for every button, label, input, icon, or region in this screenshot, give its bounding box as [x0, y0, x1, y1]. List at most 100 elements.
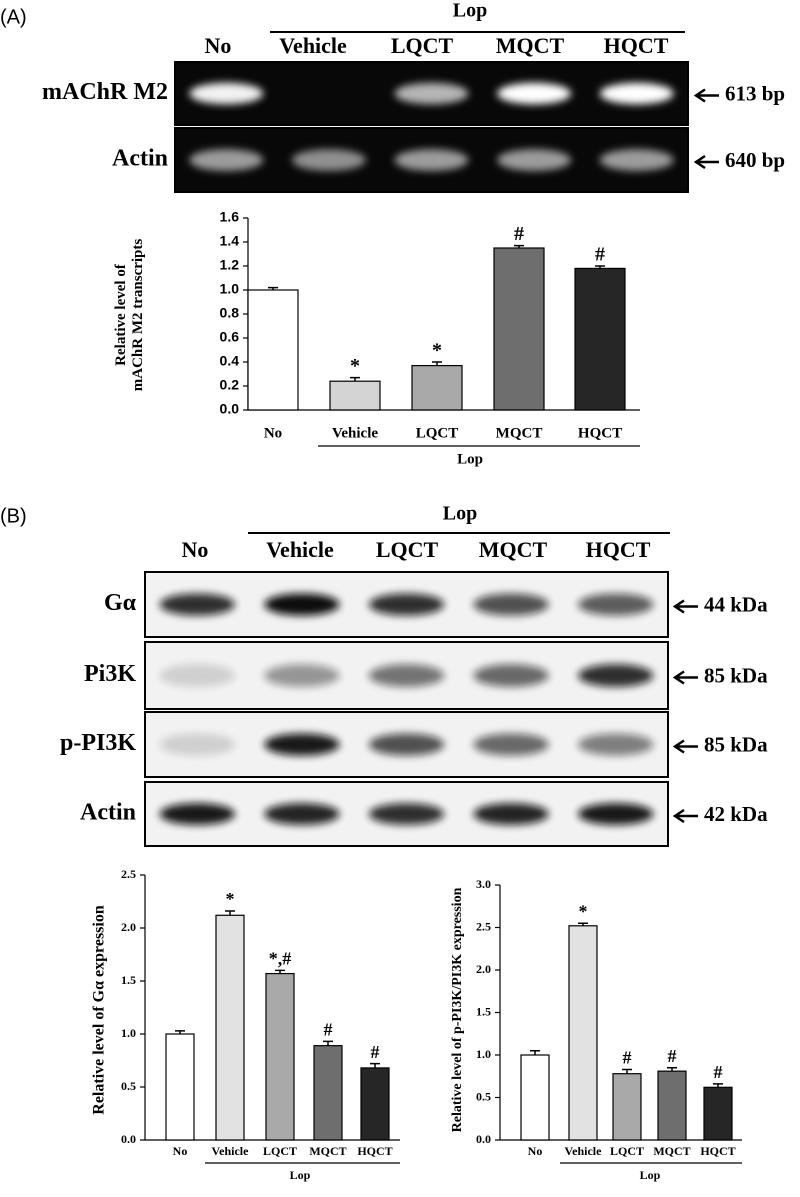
gel-band: [578, 593, 654, 616]
size-arrow: [672, 739, 698, 754]
significance-mark: *: [226, 889, 235, 909]
y-tick-label: 2.0: [476, 962, 491, 976]
size-arrow: [693, 88, 719, 103]
y-tick-label: 0.2: [220, 377, 240, 393]
y-tick-label: 1.2: [220, 257, 240, 273]
lane-label: MQCT: [496, 33, 565, 58]
x-tick-label: MQCT: [496, 425, 543, 441]
significance-mark: #: [324, 1020, 333, 1040]
y-axis-label: Relative level of Gα expression: [91, 905, 108, 1115]
size-arrow: [672, 808, 698, 824]
x-tick-label: Vehicle: [212, 1144, 250, 1158]
error-bar: [370, 1062, 380, 1068]
size-label: 613 bp: [725, 81, 785, 105]
error-bar: [622, 1068, 632, 1074]
lane-label: HQCT: [586, 537, 651, 562]
size-arrow: [693, 154, 719, 170]
bar: [574, 267, 626, 411]
significance-mark: #: [714, 1062, 723, 1082]
y-tick-label: 1.4: [220, 233, 240, 249]
x-tick-label: No: [528, 1144, 543, 1158]
bar: [568, 925, 598, 1141]
bar: [657, 1070, 687, 1141]
x-tick-label: HQCT: [700, 1144, 735, 1158]
error-bar: [275, 969, 285, 974]
significance-mark: *: [579, 901, 588, 921]
bar: [313, 1045, 343, 1141]
lane-label: MQCT: [479, 537, 548, 562]
row-label: Actin: [112, 146, 168, 172]
gel-band: [368, 803, 445, 825]
gel-band: [189, 149, 264, 171]
bar: [215, 914, 245, 1141]
lane-label: Vehicle: [266, 537, 334, 562]
bar: [612, 1073, 642, 1141]
bar: [360, 1067, 390, 1141]
x-tick-label: Vehicle: [565, 1144, 603, 1158]
y-tick-label: 0.6: [220, 329, 240, 345]
gel-band: [264, 593, 340, 616]
size-label: 640 bp: [725, 148, 785, 172]
gel-band: [578, 733, 654, 756]
error-bar: [268, 286, 278, 290]
lane-label: No: [205, 33, 232, 58]
gel-band: [599, 149, 674, 171]
x-tick-label: No: [173, 1144, 188, 1158]
size-label: 85 kDa: [704, 732, 768, 756]
significance-mark: #: [623, 1048, 632, 1068]
error-bar: [514, 244, 524, 248]
significance-mark: *: [350, 355, 360, 377]
error-bar: [578, 922, 588, 926]
y-tick-label: 1.5: [121, 973, 136, 987]
bar: [165, 1033, 195, 1141]
row-label: mAChR M2: [42, 79, 168, 105]
error-bar: [323, 1040, 333, 1046]
significance-mark: *,#: [269, 949, 292, 969]
y-axis-label: Relative level of: [113, 263, 129, 366]
bar: [493, 247, 545, 411]
error-bar: [530, 1050, 540, 1055]
bar: [329, 380, 381, 411]
y-tick-label: 2.5: [476, 919, 491, 933]
gel-band: [394, 149, 469, 171]
lane-label: Vehicle: [279, 33, 347, 58]
error-bar: [350, 376, 360, 382]
bar: [703, 1086, 733, 1141]
panel-label: (B): [0, 505, 27, 527]
significance-mark: #: [668, 1046, 677, 1066]
error-bar: [432, 361, 442, 366]
x-tick-label: LQCT: [610, 1144, 644, 1158]
row-label: Pi3K: [84, 661, 136, 687]
y-axis-label: mAChR M2 transcripts: [130, 239, 146, 392]
size-label: 42 kDa: [704, 802, 768, 826]
y-tick-label: 1.0: [220, 281, 240, 297]
x-tick-label: No: [264, 425, 282, 441]
row-label: Actin: [80, 800, 136, 826]
significance-mark: #: [514, 223, 524, 245]
gel-band: [394, 82, 469, 105]
gel-band: [599, 82, 674, 105]
bar: [411, 365, 463, 411]
y-tick-label: 0.5: [121, 1079, 136, 1093]
y-tick-label: 0.0: [476, 1132, 491, 1146]
significance-mark: #: [595, 244, 605, 266]
y-tick-label: 0.4: [220, 353, 240, 369]
x-tick-label: LQCT: [416, 425, 459, 441]
gel-band: [473, 664, 549, 687]
size-label: 85 kDa: [704, 663, 768, 687]
bar: [265, 972, 295, 1141]
y-tick-label: 0.8: [220, 305, 240, 321]
significance-mark: #: [371, 1042, 380, 1062]
y-tick-label: 1.5: [476, 1004, 491, 1018]
gel-band: [264, 664, 340, 687]
gel-band: [578, 664, 654, 687]
y-tick-label: 1.0: [121, 1026, 136, 1040]
gel-band: [264, 803, 340, 825]
lane-label: No: [182, 537, 209, 562]
gel-band: [291, 149, 366, 171]
y-tick-label: 0.0: [220, 401, 240, 417]
panel-label: (A): [0, 6, 27, 28]
gel-band: [264, 733, 340, 756]
y-axis-label: Relative level of p-PI3K/PI3K expression: [450, 887, 465, 1132]
